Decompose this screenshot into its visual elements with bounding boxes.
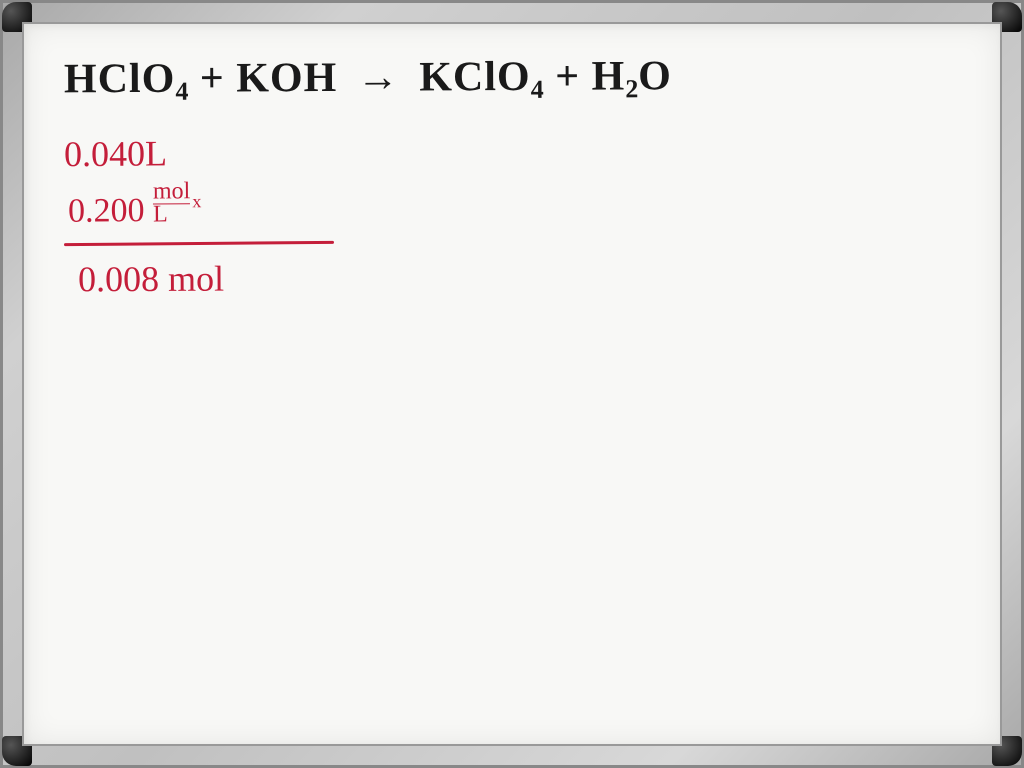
work-line-2: 0.200 mol L x — [68, 176, 960, 235]
calculation-work: 0.040L 0.200 mol L x 0.008 mol — [64, 127, 960, 302]
calculation-divider — [64, 240, 334, 245]
product-2: H2O — [591, 53, 672, 99]
whiteboard-surface: HClO4 + KOH → KClO4 + H2O 0.040L 0.200 m… — [22, 22, 1002, 746]
reactant-2: KOH — [236, 55, 337, 102]
calculation-result: 0.008 mol — [78, 250, 960, 303]
unit-fraction: mol L — [153, 181, 191, 225]
chemical-equation: HClO4 + KOH → KClO4 + H2O — [64, 52, 960, 107]
plus-2: + — [544, 54, 592, 100]
written-content: HClO4 + KOH → KClO4 + H2O 0.040L 0.200 m… — [64, 54, 960, 301]
reaction-arrow: → — [357, 55, 400, 101]
whiteboard-frame: HClO4 + KOH → KClO4 + H2O 0.040L 0.200 m… — [0, 0, 1024, 768]
multiplier-mark: x — [192, 191, 201, 211]
work-line-1: 0.040L — [64, 123, 960, 178]
plus-1: + — [188, 55, 236, 101]
reactant-1: HClO4 — [64, 56, 189, 103]
product-1: KClO4 — [419, 54, 544, 101]
